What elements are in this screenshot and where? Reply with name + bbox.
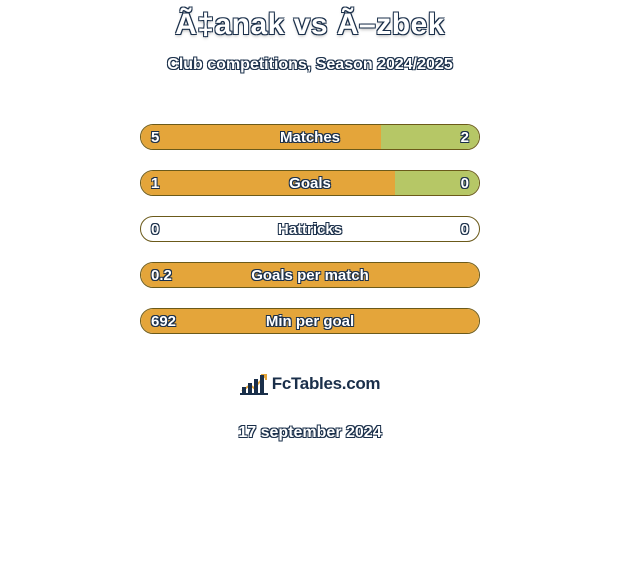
stat-value-left: 0 bbox=[151, 217, 159, 241]
logo-bar-icon bbox=[248, 383, 252, 393]
stat-bar-right bbox=[395, 171, 480, 195]
logo-bar-icon bbox=[260, 375, 264, 393]
player-ellipse bbox=[20, 178, 120, 204]
logo-bar-icon bbox=[242, 387, 246, 393]
stat-value-right: 0 bbox=[461, 217, 469, 241]
logo-text: FcTables.com bbox=[272, 374, 381, 394]
stat-bar-right bbox=[381, 125, 479, 149]
stat-row: 0.2Goals per match bbox=[0, 252, 620, 298]
page-subtitle: Club competitions, Season 2024/2025 bbox=[0, 56, 620, 74]
player-ellipse bbox=[490, 124, 590, 150]
stat-bar-track: 0 0Hattricks bbox=[140, 216, 480, 242]
player-ellipse bbox=[500, 178, 600, 204]
date-line: 17 september 2024 bbox=[0, 424, 620, 442]
stat-bar-track: 10Goals bbox=[140, 170, 480, 196]
stat-bar-left bbox=[141, 309, 479, 333]
stat-row: 0 0Hattricks bbox=[0, 206, 620, 252]
stat-bar-left bbox=[141, 263, 479, 287]
stat-bar-track: 52Matches bbox=[140, 124, 480, 150]
stat-bar-left bbox=[141, 171, 395, 195]
page-title: Ã‡anak vs Ã–zbek bbox=[0, 0, 620, 42]
logo-chart-icon bbox=[240, 373, 268, 395]
stat-bar-track: 692Min per goal bbox=[140, 308, 480, 334]
logo-box: FcTables.com bbox=[202, 362, 418, 406]
stat-bar-track: 0.2Goals per match bbox=[140, 262, 480, 288]
stat-bar-left bbox=[141, 125, 381, 149]
stat-label: Hattricks bbox=[141, 217, 479, 241]
logo-bar-icon bbox=[254, 379, 258, 393]
stat-row: 692Min per goal bbox=[0, 298, 620, 344]
player-ellipse bbox=[8, 124, 112, 150]
